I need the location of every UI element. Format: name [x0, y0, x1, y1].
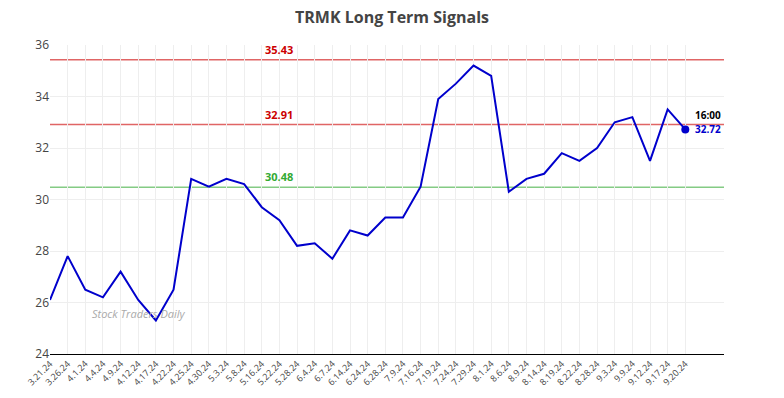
- svg-text:7.16.24: 7.16.24: [395, 357, 426, 388]
- svg-text:8.1.24: 8.1.24: [469, 357, 496, 384]
- svg-text:30: 30: [35, 191, 49, 208]
- svg-text:30.48: 30.48: [265, 169, 293, 184]
- svg-text:5.3.24: 5.3.24: [205, 357, 232, 384]
- svg-text:5.28.24: 5.28.24: [272, 357, 303, 388]
- svg-text:6.7.24: 6.7.24: [311, 357, 338, 384]
- svg-text:Stock Traders Daily: Stock Traders Daily: [92, 306, 186, 321]
- svg-text:4.1.24: 4.1.24: [64, 357, 91, 384]
- svg-text:7.19.24: 7.19.24: [413, 357, 444, 388]
- svg-text:6.28.24: 6.28.24: [360, 357, 391, 388]
- svg-text:34: 34: [35, 88, 49, 105]
- svg-text:36: 36: [35, 36, 49, 53]
- svg-text:4.25.24: 4.25.24: [166, 357, 197, 388]
- svg-text:9.9.24: 9.9.24: [611, 357, 638, 384]
- svg-text:6.4.24: 6.4.24: [293, 357, 320, 384]
- svg-text:7.24.24: 7.24.24: [430, 357, 461, 388]
- svg-text:32: 32: [35, 139, 49, 156]
- svg-text:8.6.24: 8.6.24: [487, 357, 514, 384]
- svg-text:4.17.24: 4.17.24: [130, 357, 161, 388]
- svg-text:32.91: 32.91: [265, 107, 293, 122]
- svg-text:8.28.24: 8.28.24: [572, 357, 603, 388]
- svg-text:28: 28: [35, 242, 49, 259]
- svg-text:8.9.24: 8.9.24: [505, 357, 532, 384]
- svg-text:7.29.24: 7.29.24: [448, 357, 479, 388]
- svg-text:9.20.24: 9.20.24: [660, 357, 691, 388]
- svg-text:8.19.24: 8.19.24: [536, 357, 567, 388]
- svg-text:9.17.24: 9.17.24: [642, 357, 673, 388]
- svg-text:5.22.24: 5.22.24: [254, 357, 285, 388]
- svg-text:8.22.24: 8.22.24: [554, 357, 585, 388]
- svg-text:5.16.24: 5.16.24: [236, 357, 267, 388]
- svg-text:6.24.24: 6.24.24: [342, 357, 373, 388]
- svg-text:8.14.24: 8.14.24: [519, 357, 550, 388]
- svg-text:35.43: 35.43: [265, 42, 293, 57]
- svg-text:4.22.24: 4.22.24: [148, 357, 179, 388]
- svg-text:24: 24: [35, 345, 49, 362]
- svg-text:4.30.24: 4.30.24: [183, 357, 214, 388]
- svg-text:6.14.24: 6.14.24: [325, 357, 356, 388]
- svg-text:32.72: 32.72: [695, 122, 721, 136]
- svg-text:9.12.24: 9.12.24: [625, 357, 656, 388]
- svg-text:5.8.24: 5.8.24: [222, 357, 249, 384]
- svg-text:9.3.24: 9.3.24: [593, 357, 620, 384]
- svg-text:TRMK Long Term Signals: TRMK Long Term Signals: [295, 6, 489, 28]
- svg-text:26: 26: [35, 294, 49, 311]
- svg-text:16:00: 16:00: [695, 108, 721, 122]
- svg-text:4.4.24: 4.4.24: [81, 357, 108, 384]
- svg-text:3.26.24: 3.26.24: [42, 357, 73, 388]
- svg-text:3.21.24: 3.21.24: [25, 357, 56, 388]
- svg-text:7.9.24: 7.9.24: [381, 357, 408, 384]
- svg-text:4.9.24: 4.9.24: [99, 357, 126, 384]
- svg-text:4.12.24: 4.12.24: [113, 357, 144, 388]
